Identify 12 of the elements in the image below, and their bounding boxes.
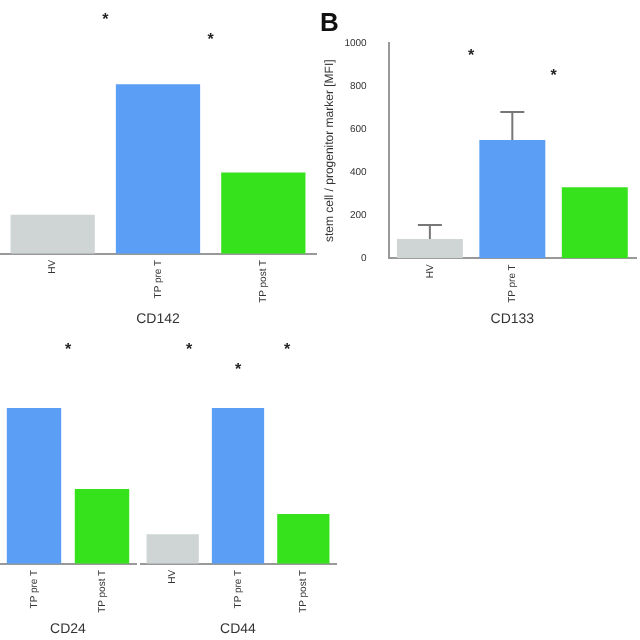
text: *: [207, 30, 216, 49]
bar: [396, 238, 463, 259]
text: *: [185, 340, 194, 359]
bar: [561, 187, 628, 259]
bar: [479, 140, 546, 259]
chart-title: B: [320, 6, 339, 37]
text: *: [64, 340, 73, 359]
text: *: [102, 10, 111, 29]
text: *: [234, 360, 243, 379]
annotation: *: [550, 65, 559, 84]
text: *: [283, 340, 292, 359]
annotation: *: [467, 45, 476, 64]
